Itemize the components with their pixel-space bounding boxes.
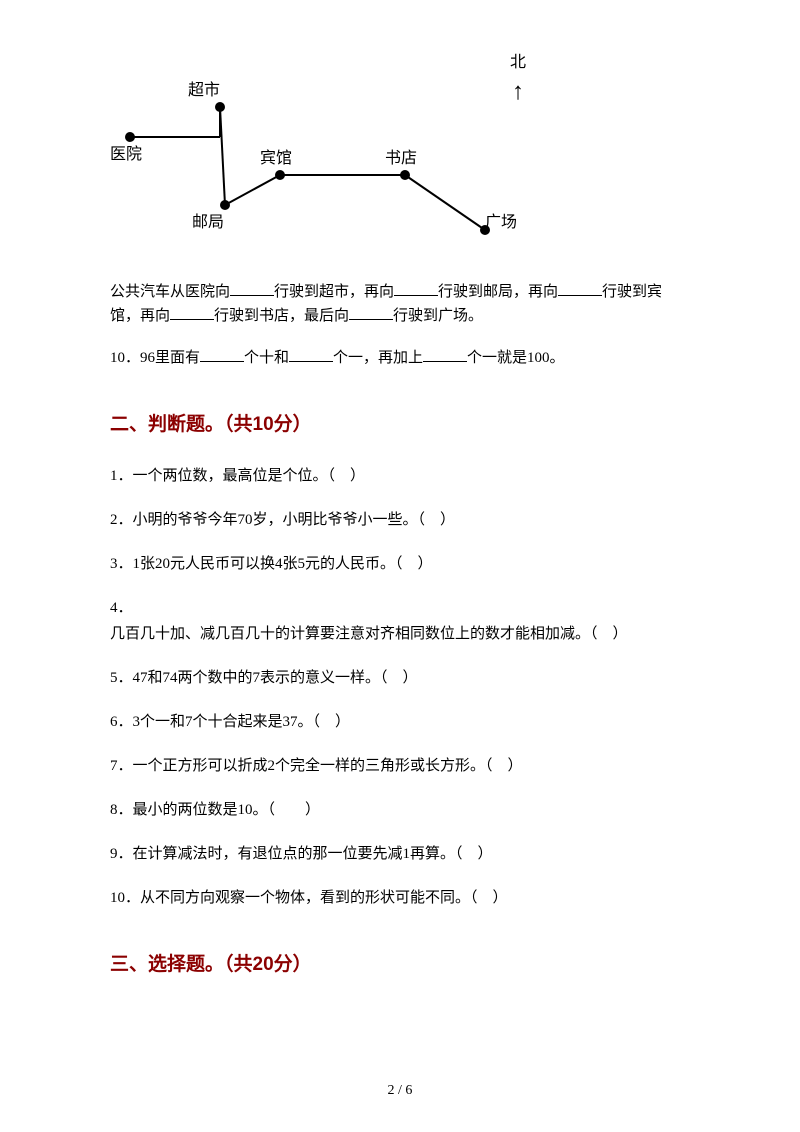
page-number: 2 / 6: [0, 1080, 800, 1102]
q10-p2: 个十和: [244, 350, 289, 366]
judge-q10: 10．从不同方向观察一个物体，看到的形状可能不同。（ ）: [110, 886, 690, 910]
section-2-heading: 二、判断题。（共10分）: [110, 410, 690, 440]
blank-3[interactable]: [558, 281, 602, 296]
question-10: 10．96里面有 个十和 个一，再加上 个一就是100。: [110, 346, 690, 370]
fill-seg4: 行驶到书店，最后向: [214, 308, 349, 324]
blank-q10-2[interactable]: [289, 347, 333, 362]
blank-q10-3[interactable]: [423, 347, 467, 362]
node-hospital: [125, 132, 135, 142]
judge-q2: 2．小明的爷爷今年70岁，小明比爷爷小一些。（ ）: [110, 508, 690, 532]
q10-p3: 个一，再加上: [333, 350, 423, 366]
diagram-edges: [110, 50, 550, 250]
blank-5[interactable]: [349, 305, 393, 320]
blank-q10-1[interactable]: [200, 347, 244, 362]
section-3-heading: 三、选择题。（共20分）: [110, 950, 690, 980]
node-postoffice: [220, 200, 230, 210]
fill-seg5: 行驶到广场。: [393, 308, 483, 324]
q10-p4: 个一就是100。: [467, 350, 565, 366]
label-hotel: 宾馆: [260, 146, 292, 172]
judge-q3: 3．1张20元人民币可以换4张5元的人民币。（ ）: [110, 552, 690, 576]
north-indicator: 北 ↑: [510, 50, 526, 104]
judge-q4-text: 几百几十加、减几百几十的计算要注意对齐相同数位上的数才能相加减。（ ）: [110, 622, 690, 646]
north-label: 北: [510, 54, 526, 71]
fill-seg1: 行驶到超市，再向: [274, 284, 394, 300]
blank-1[interactable]: [230, 281, 274, 296]
label-square: 广场: [485, 210, 517, 236]
label-postoffice: 邮局: [192, 210, 224, 236]
judge-q5: 5．47和74两个数中的7表示的意义一样。（ ）: [110, 666, 690, 690]
judge-q7: 7．一个正方形可以折成2个完全一样的三角形或长方形。（ ）: [110, 754, 690, 778]
north-arrow-icon: ↑: [510, 80, 526, 104]
route-diagram: 医院 超市 邮局 宾馆 书店 广场 北 ↑: [110, 50, 550, 250]
q10-p1: 10．96里面有: [110, 350, 200, 366]
judge-q8: 8．最小的两位数是10。（ ）: [110, 798, 690, 822]
label-hospital: 医院: [110, 142, 142, 168]
judge-q9: 9．在计算减法时，有退位点的那一位要先减1再算。（ ）: [110, 842, 690, 866]
fill-seg2: 行驶到邮局，再向: [438, 284, 558, 300]
judge-q4-num: 4．: [110, 596, 690, 620]
label-supermarket: 超市: [188, 78, 220, 104]
label-bookstore: 书店: [385, 146, 417, 172]
judge-q1: 1．一个两位数，最高位是个位。（ ）: [110, 464, 690, 488]
bus-route-question: 公共汽车从医院向行驶到超市，再向行驶到邮局，再向行驶到宾馆，再向行驶到书店，最后…: [110, 280, 690, 328]
blank-4[interactable]: [170, 305, 214, 320]
blank-2[interactable]: [394, 281, 438, 296]
judge-q6: 6．3个一和7个十合起来是37。（ ）: [110, 710, 690, 734]
fill-prefix: 公共汽车从医院向: [110, 284, 230, 300]
